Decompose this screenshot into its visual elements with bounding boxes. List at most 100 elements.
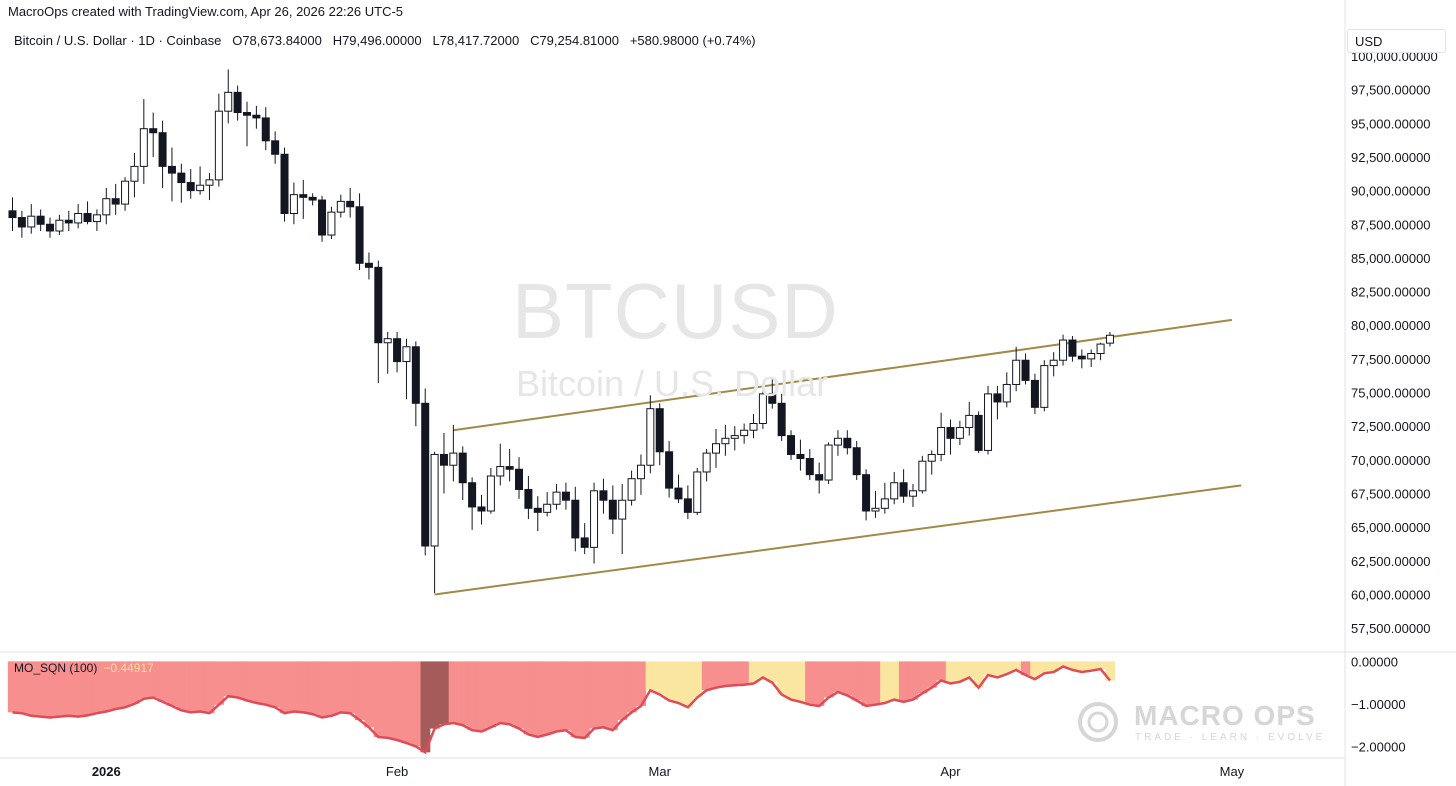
- sqn-bar: [1067, 661, 1078, 670]
- candle-body: [364, 262, 373, 268]
- candle-body: [1096, 343, 1105, 355]
- candle-body: [627, 478, 636, 501]
- candle-body: [214, 110, 223, 181]
- candle: [515, 457, 524, 499]
- candle: [17, 210, 26, 238]
- candle-body: [92, 214, 101, 223]
- sqn-bar: [598, 661, 609, 728]
- candle: [458, 446, 467, 501]
- candle: [158, 120, 167, 188]
- candle: [805, 449, 814, 481]
- candle: [871, 490, 880, 518]
- candle: [787, 430, 796, 460]
- sqn-bar: [870, 661, 881, 705]
- price-tick-label: 82,500.00000: [1351, 285, 1431, 300]
- candle: [796, 439, 805, 471]
- sqn-bar: [795, 661, 806, 702]
- price-tick-label: 75,000.00000: [1351, 386, 1431, 401]
- candle-body: [946, 427, 955, 439]
- candle: [890, 471, 899, 505]
- sqn-bar: [533, 661, 543, 738]
- candle-body: [46, 223, 55, 232]
- candle-body: [768, 393, 777, 404]
- channel-trendline: [453, 318, 1233, 432]
- candle-body: [646, 408, 655, 466]
- sqn-bar: [261, 661, 271, 705]
- sqn-bar: [326, 661, 337, 716]
- time-tick-label: Feb: [386, 764, 408, 779]
- candle-body: [449, 452, 458, 466]
- candle: [946, 419, 955, 455]
- candle-body: [955, 427, 964, 439]
- sqn-bar: [561, 661, 572, 731]
- sqn-bar: [852, 661, 862, 701]
- candle-body: [374, 266, 383, 344]
- candle: [8, 197, 17, 231]
- candle: [449, 424, 458, 482]
- candle: [693, 467, 702, 516]
- price-tick-label: 67,500.00000: [1351, 487, 1431, 502]
- sqn-bar: [383, 661, 393, 738]
- ohlc-low: L78,417.72000: [432, 33, 520, 48]
- sqn-bar: [1105, 661, 1116, 681]
- candle: [599, 478, 608, 514]
- sqn-line: [12, 665, 1111, 755]
- sqn-bar: [82, 661, 93, 716]
- candle: [1030, 373, 1039, 415]
- candle: [505, 449, 514, 482]
- candle-body: [224, 91, 233, 112]
- sqn-bar: [467, 661, 478, 731]
- sqn-bar: [551, 661, 562, 732]
- candle-body: [36, 215, 45, 225]
- candle: [55, 214, 64, 236]
- candle-body: [402, 346, 411, 363]
- sqn-bar: [448, 661, 459, 723]
- candle: [758, 384, 767, 429]
- candle-body: [561, 491, 570, 501]
- candle-body: [918, 460, 927, 492]
- candle: [984, 385, 993, 455]
- currency-button[interactable]: USD: [1347, 29, 1446, 53]
- candle: [1040, 360, 1049, 412]
- candle: [111, 183, 120, 215]
- candle-body: [599, 490, 608, 501]
- candle-body: [524, 488, 533, 509]
- time-tick-label: Mar: [649, 764, 672, 779]
- candle-body: [1030, 379, 1039, 408]
- candle: [214, 93, 223, 187]
- candle: [46, 217, 55, 238]
- sqn-bar: [645, 661, 656, 691]
- sqn-bar: [1048, 661, 1059, 672]
- ohlc-open: O78,673.84000: [232, 33, 322, 48]
- sqn-bar: [92, 661, 103, 714]
- candle-body: [1002, 383, 1011, 403]
- sqn-bar: [776, 661, 787, 695]
- candle: [627, 470, 636, 506]
- candle-body: [205, 179, 214, 186]
- candle-body: [74, 213, 83, 224]
- candle: [233, 85, 242, 121]
- candle: [299, 179, 308, 219]
- candle: [121, 177, 130, 211]
- candle: [1096, 342, 1105, 361]
- candle: [92, 209, 101, 231]
- candle: [533, 496, 542, 532]
- candle-body: [102, 198, 111, 216]
- sqn-bar: [26, 661, 37, 716]
- candle: [252, 105, 261, 129]
- sqn-bar: [927, 661, 937, 688]
- sqn-bar: [655, 661, 665, 695]
- candle-body: [111, 198, 120, 205]
- candle-body: [411, 346, 420, 404]
- candle-body: [852, 447, 861, 476]
- sqn-bar: [861, 661, 872, 706]
- candle-body: [177, 172, 186, 184]
- candle: [1002, 372, 1011, 408]
- candle: [1059, 334, 1068, 366]
- price-tick-label: 60,000.00000: [1351, 587, 1431, 602]
- candle: [1077, 349, 1086, 369]
- candle: [524, 476, 533, 520]
- candle-body: [665, 451, 674, 489]
- sqn-bar: [701, 661, 712, 691]
